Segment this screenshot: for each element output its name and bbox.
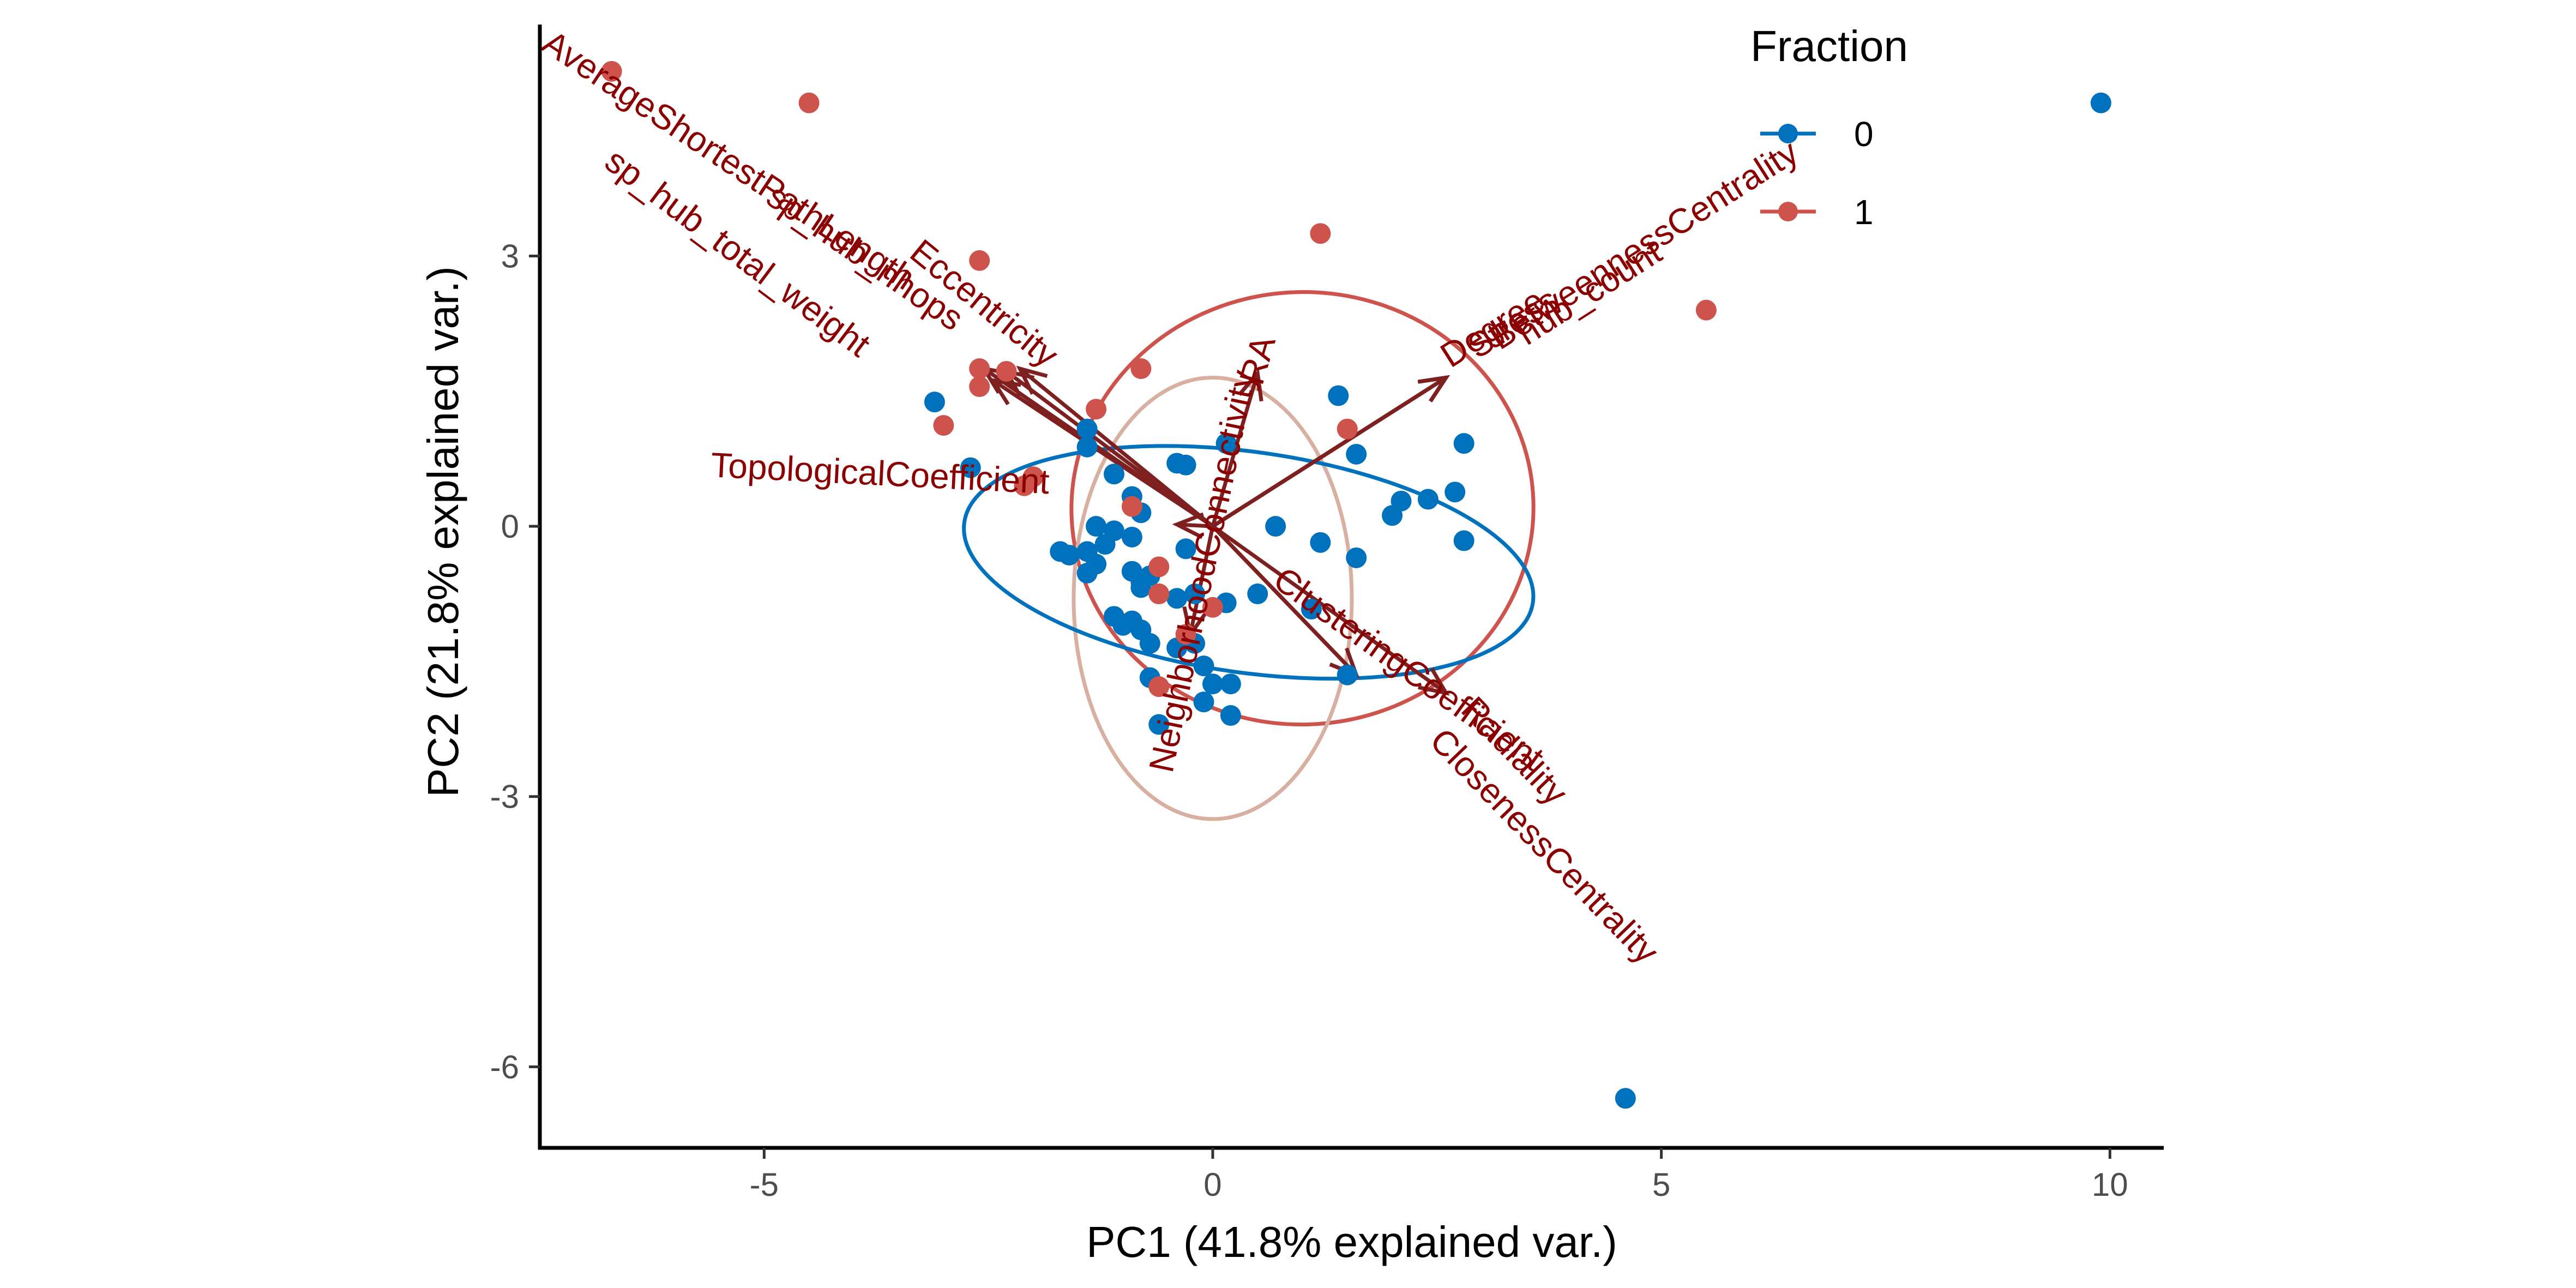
scatter-points	[601, 61, 2111, 1109]
legend-label-1: 1	[1854, 192, 1874, 232]
legend-title: Fraction	[1750, 22, 1908, 70]
point-fraction-0-35	[1346, 547, 1367, 568]
point-fraction-0-51	[1202, 673, 1223, 695]
point-fraction-0-34	[1310, 532, 1331, 553]
point-fraction-0-28	[1215, 433, 1237, 454]
loading-label-topologicalcoefficient: TopologicalCoefficient	[710, 445, 1050, 501]
point-fraction-0-4	[1076, 418, 1098, 440]
point-fraction-1-10	[1121, 496, 1142, 517]
point-fraction-0-25	[1175, 538, 1196, 559]
point-fraction-0-24	[1184, 583, 1206, 605]
point-fraction-1-5	[996, 360, 1017, 382]
point-fraction-0-50	[1193, 655, 1214, 677]
point-fraction-0-13	[1058, 544, 1080, 565]
legend: Fraction 0 1	[1750, 22, 1908, 232]
loading-arrow-hub-count	[1212, 375, 1450, 528]
axis-ticks: -5 0 5 10 -6 -3 0 3	[490, 238, 2128, 1203]
ellipse-0-fraction-1	[1069, 290, 1536, 727]
point-fraction-0-33	[1265, 516, 1286, 537]
ellipse-1-fraction-0	[1072, 376, 1354, 821]
y-tick-label-3: -3	[490, 779, 519, 815]
point-fraction-1-12	[1310, 223, 1331, 244]
point-fraction-0-30	[1247, 583, 1268, 605]
point-fraction-0-32	[1328, 385, 1349, 406]
point-fraction-1-7	[1014, 475, 1035, 496]
point-fraction-0-3	[960, 457, 981, 478]
x-tick-label-10: 10	[2092, 1166, 2128, 1203]
y-tick-label-0: 0	[501, 508, 519, 545]
point-fraction-1-8	[933, 415, 954, 436]
point-fraction-1-15	[1148, 583, 1170, 605]
point-fraction-0-1	[1615, 1088, 1636, 1109]
point-fraction-0-5	[1076, 436, 1098, 458]
point-fraction-1-18	[1175, 624, 1196, 645]
point-fraction-0-42	[1453, 530, 1474, 551]
point-fraction-1-2	[969, 250, 990, 271]
x-tick-label-5: -5	[750, 1166, 779, 1203]
legend-entry-1: 1	[1760, 192, 1874, 232]
x-axis-title: PC1 (41.8% explained var.)	[1086, 1218, 1617, 1266]
legend-entry-0: 0	[1760, 115, 1874, 154]
point-fraction-0-57	[1121, 610, 1142, 631]
point-fraction-0-40	[1445, 482, 1466, 503]
point-fraction-0-46	[1139, 633, 1160, 654]
point-fraction-0-23	[1166, 588, 1188, 609]
point-fraction-0-39	[1417, 489, 1439, 510]
ellipse-2-fraction-0	[962, 444, 1536, 681]
point-fraction-1-14	[1337, 418, 1358, 440]
x-tick-label-5: 5	[1652, 1166, 1670, 1203]
point-fraction-0-16	[1086, 553, 1107, 575]
point-fraction-0-53	[1220, 673, 1241, 695]
point-fraction-1-19	[1202, 597, 1223, 618]
point-fraction-1-1	[798, 92, 820, 113]
point-fraction-1-3	[969, 358, 990, 380]
point-fraction-0-56	[1337, 664, 1358, 685]
loading-arrow-topologicalcoefficient	[1172, 512, 1213, 539]
point-fraction-1-4	[969, 376, 990, 398]
point-fraction-0-52	[1193, 691, 1214, 713]
point-fraction-0-54	[1220, 705, 1241, 726]
point-fraction-0-31	[1301, 599, 1322, 620]
point-fraction-0-55	[1148, 714, 1170, 735]
loading-arrow-clusteringcoefficient	[1211, 525, 1450, 696]
point-fraction-1-17	[1148, 676, 1170, 697]
loading-arrow-eccentricity	[1016, 365, 1214, 528]
point-fraction-1-16	[1148, 556, 1170, 577]
legend-key-dot-0	[1778, 124, 1798, 143]
loading-arrows	[980, 365, 1450, 696]
point-fraction-1-0	[601, 61, 622, 82]
point-fraction-0-0	[2090, 92, 2111, 113]
legend-key-dot-1	[1778, 202, 1798, 221]
point-fraction-1-11	[1130, 358, 1152, 380]
point-fraction-0-36	[1346, 443, 1367, 465]
point-fraction-1-13	[1695, 299, 1717, 321]
confidence-ellipses	[962, 290, 1536, 821]
point-fraction-0-17	[1094, 534, 1116, 555]
point-fraction-0-6	[1103, 464, 1124, 485]
point-fraction-0-2	[924, 392, 945, 413]
legend-label-0: 0	[1854, 115, 1874, 154]
point-fraction-0-27	[1175, 454, 1196, 476]
loading-arrow-ra	[1211, 369, 1263, 527]
y-tick-label-6: -6	[490, 1049, 519, 1085]
point-fraction-1-9	[1086, 399, 1107, 420]
y-tick-label-3: 3	[501, 238, 519, 275]
y-axis-title: PC2 (21.8% explained var.)	[419, 266, 467, 797]
point-fraction-0-9	[1086, 516, 1107, 537]
point-fraction-0-41	[1453, 433, 1474, 454]
point-fraction-0-38	[1391, 490, 1412, 511]
x-tick-label-0: 0	[1203, 1166, 1221, 1203]
point-fraction-0-11	[1121, 526, 1142, 547]
